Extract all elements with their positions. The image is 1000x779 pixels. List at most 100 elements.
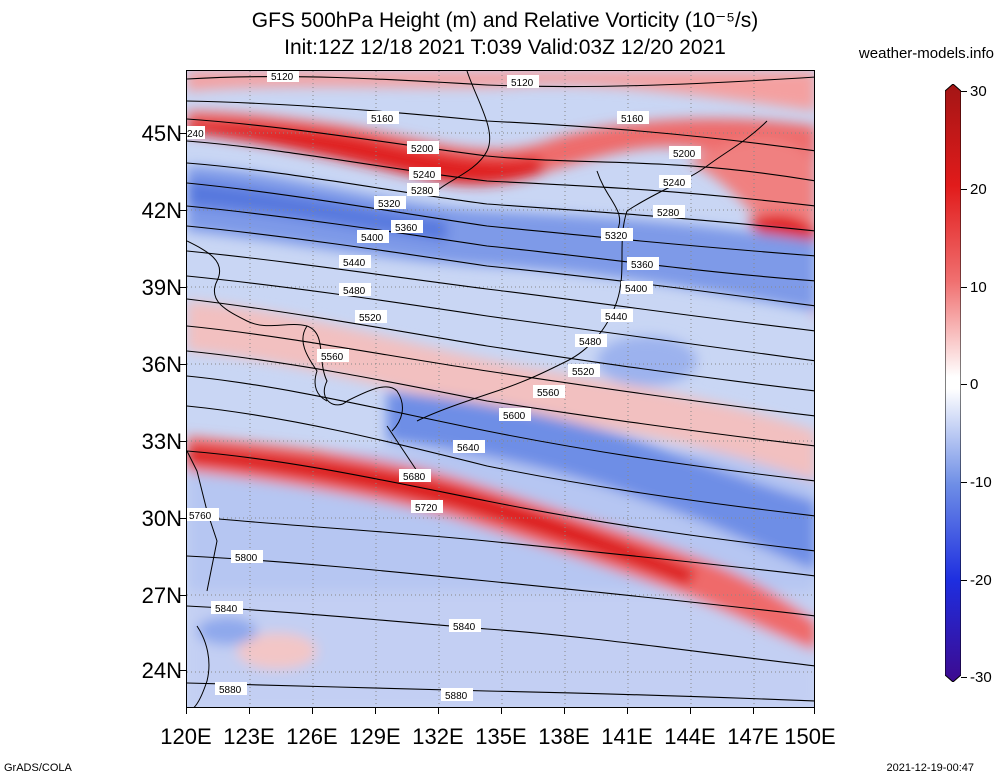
lat-tick xyxy=(180,670,186,671)
lat-tick xyxy=(180,364,186,365)
svg-text:5720: 5720 xyxy=(415,503,438,514)
svg-text:5440: 5440 xyxy=(343,258,366,269)
contour-label: 5840 xyxy=(211,601,243,615)
contour-label: 5280 xyxy=(653,205,685,219)
lon-tick xyxy=(438,708,439,714)
contour-label: 5120 xyxy=(507,75,539,89)
contour-label: 5400 xyxy=(621,281,653,295)
svg-text:5240: 5240 xyxy=(413,170,436,181)
svg-text:5640: 5640 xyxy=(457,443,480,454)
lat-tick xyxy=(180,210,186,211)
contour-labels: 5120 5120 5160 5160 5200 5200 5240 5240 … xyxy=(187,71,701,702)
contour-label: 5280 xyxy=(407,183,439,197)
svg-text:5240: 5240 xyxy=(663,178,686,189)
lon-label-138e: 138E xyxy=(538,724,590,749)
svg-text:5560: 5560 xyxy=(537,388,560,399)
svg-text:5880: 5880 xyxy=(219,685,242,696)
contour-label: 5480 xyxy=(339,283,371,297)
contour-label: 5760 xyxy=(187,508,219,522)
colorbar-label: 10 xyxy=(970,279,987,296)
colorbar-tick xyxy=(961,482,967,483)
graticule xyxy=(187,71,814,707)
contour-label: 5560 xyxy=(317,349,349,363)
contour-label: 5160 xyxy=(367,111,399,125)
lon-tick xyxy=(814,708,815,714)
lat-tick xyxy=(180,518,186,519)
svg-text:5120: 5120 xyxy=(271,72,294,83)
svg-text:5360: 5360 xyxy=(395,223,418,234)
svg-text:5760: 5760 xyxy=(189,511,212,522)
lon-tick xyxy=(312,708,313,714)
contour-label: 5520 xyxy=(355,310,387,324)
lon-tick xyxy=(375,708,376,714)
map-title-line2: Init:12Z 12/18 2021 T:039 Valid:03Z 12/2… xyxy=(284,36,726,59)
lat-tick xyxy=(180,595,186,596)
colorbar-label: -10 xyxy=(970,474,992,491)
lon-label-135e: 135E xyxy=(475,724,527,749)
lat-label-33n: 33N xyxy=(141,429,182,454)
lon-tick xyxy=(501,708,502,714)
contour-label: 5600 xyxy=(499,408,531,422)
contour-label: 5160 xyxy=(617,111,649,125)
contour-label: 5440 xyxy=(339,255,371,269)
svg-text:5840: 5840 xyxy=(453,622,476,633)
lat-tick xyxy=(180,441,186,442)
svg-text:5280: 5280 xyxy=(411,186,434,197)
svg-text:5400: 5400 xyxy=(625,284,648,295)
contour-label: 5880 xyxy=(441,688,473,702)
svg-text:5200: 5200 xyxy=(673,149,696,160)
lat-label-42n: 42N xyxy=(141,198,182,223)
svg-text:5360: 5360 xyxy=(631,260,654,271)
svg-text:5280: 5280 xyxy=(657,208,680,219)
contour-label: 5320 xyxy=(374,196,406,210)
svg-text:5520: 5520 xyxy=(359,313,382,324)
contour-label: 5880 xyxy=(215,682,247,696)
lat-label-36n: 36N xyxy=(141,352,182,377)
lon-label-147e: 147E xyxy=(727,724,779,749)
footer-timestamp: 2021-12-19-00:47 xyxy=(886,762,974,774)
lon-tick xyxy=(186,708,187,714)
colorbar-tick xyxy=(961,189,967,190)
lon-label-120e: 120E xyxy=(160,724,212,749)
lon-label-126e: 126E xyxy=(286,724,338,749)
lon-label-132e: 132E xyxy=(412,724,464,749)
svg-text:5200: 5200 xyxy=(411,144,434,155)
contour-label: 5400 xyxy=(357,230,389,244)
lat-label-45n: 45N xyxy=(141,121,182,146)
contour-label: 5360 xyxy=(627,257,659,271)
lon-tick xyxy=(690,708,691,714)
svg-text:5320: 5320 xyxy=(605,231,628,242)
contour-label: 5680 xyxy=(399,469,431,483)
svg-text:5320: 5320 xyxy=(378,199,401,210)
lon-label-144e: 144E xyxy=(664,724,716,749)
lon-label-129e: 129E xyxy=(349,724,401,749)
lat-tick xyxy=(180,133,186,134)
contour-label: 5200 xyxy=(669,146,701,160)
contour-label: 5560 xyxy=(533,385,565,399)
colorbar xyxy=(945,84,961,682)
svg-text:5840: 5840 xyxy=(215,604,238,615)
lat-label-24n: 24N xyxy=(141,658,182,683)
svg-text:5400: 5400 xyxy=(361,233,384,244)
colorbar-tick xyxy=(961,287,967,288)
lat-label-39n: 39N xyxy=(141,275,182,300)
svg-text:5520: 5520 xyxy=(572,367,595,378)
svg-text:5480: 5480 xyxy=(343,286,366,297)
svg-text:5880: 5880 xyxy=(445,691,468,702)
svg-text:5560: 5560 xyxy=(321,352,344,363)
svg-text:5680: 5680 xyxy=(403,472,426,483)
contour-label: 5480 xyxy=(575,334,607,348)
vorticity-map: 5120 5120 5160 5160 5200 5200 5240 5240 … xyxy=(186,70,815,708)
contour-label: 5720 xyxy=(411,500,443,514)
colorbar-label: 30 xyxy=(970,83,987,100)
colorbar-label: -30 xyxy=(970,669,992,686)
contour-label: 5640 xyxy=(453,440,485,454)
lon-label-141e: 141E xyxy=(601,724,653,749)
contour-label: 5200 xyxy=(407,141,439,155)
svg-text:5160: 5160 xyxy=(371,114,394,125)
contour-label: 5360 xyxy=(391,220,423,234)
colorbar-label: 0 xyxy=(970,376,979,393)
site-credit: weather-models.info xyxy=(858,45,994,62)
contour-label: 5120 xyxy=(267,71,299,83)
lat-label-27n: 27N xyxy=(141,583,182,608)
